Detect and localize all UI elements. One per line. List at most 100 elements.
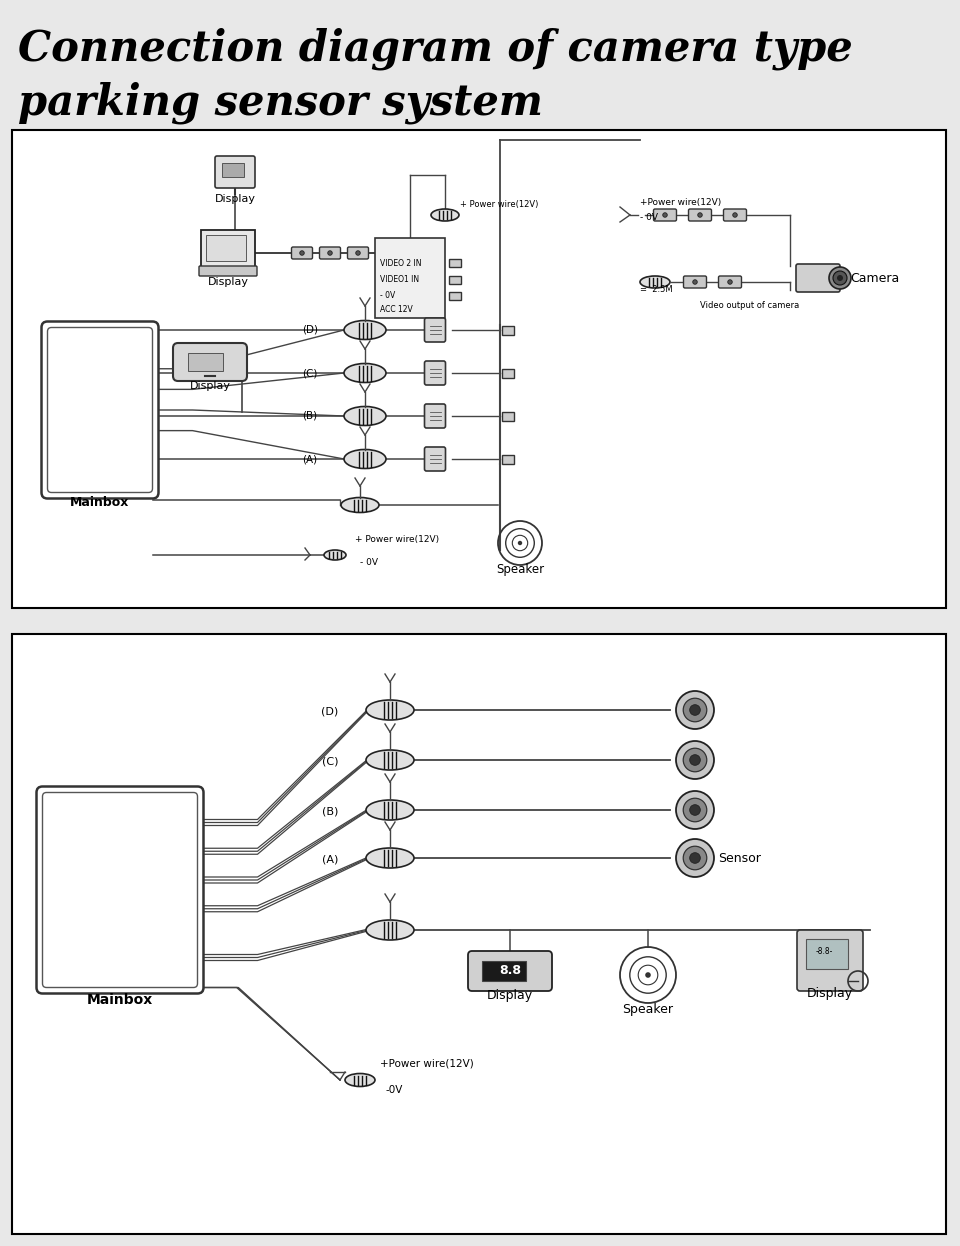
Text: Display: Display — [214, 194, 255, 204]
Circle shape — [517, 541, 522, 546]
Bar — [222, 163, 244, 177]
FancyBboxPatch shape — [797, 930, 863, 991]
Bar — [502, 369, 514, 378]
FancyBboxPatch shape — [41, 321, 158, 498]
Circle shape — [728, 280, 732, 284]
Text: - 0V: - 0V — [380, 292, 396, 300]
Text: - 0V: - 0V — [360, 558, 378, 567]
FancyBboxPatch shape — [47, 328, 153, 492]
Ellipse shape — [640, 277, 670, 288]
Text: (D): (D) — [302, 325, 318, 335]
Text: -0V: -0V — [385, 1085, 402, 1095]
Text: - 0V: - 0V — [640, 213, 658, 222]
Ellipse shape — [324, 549, 346, 559]
Text: (D): (D) — [322, 706, 339, 716]
Bar — [449, 292, 461, 300]
Text: parking sensor system: parking sensor system — [18, 82, 542, 125]
Circle shape — [732, 213, 737, 217]
Bar — [482, 961, 526, 981]
Circle shape — [689, 755, 701, 765]
Bar — [188, 353, 223, 371]
Text: (C): (C) — [322, 756, 338, 766]
Circle shape — [676, 791, 714, 829]
Circle shape — [684, 799, 707, 822]
Circle shape — [684, 698, 707, 721]
FancyBboxPatch shape — [796, 264, 840, 292]
FancyBboxPatch shape — [424, 318, 445, 341]
Bar — [806, 939, 848, 969]
Circle shape — [676, 839, 714, 877]
Text: (B): (B) — [302, 411, 318, 421]
FancyBboxPatch shape — [292, 247, 313, 259]
Text: + Power wire(12V): + Power wire(12V) — [460, 201, 539, 209]
Text: Speaker: Speaker — [622, 1003, 674, 1015]
Bar — [449, 277, 461, 284]
FancyBboxPatch shape — [684, 277, 707, 288]
Text: Camera: Camera — [850, 272, 900, 284]
Text: Mainbox: Mainbox — [70, 496, 130, 510]
FancyBboxPatch shape — [424, 404, 445, 427]
Text: Display: Display — [207, 277, 249, 287]
Ellipse shape — [366, 750, 414, 770]
Text: Mainbox: Mainbox — [86, 993, 154, 1007]
Circle shape — [676, 692, 714, 729]
Text: + Power wire(12V): + Power wire(12V) — [355, 535, 439, 545]
Bar — [206, 235, 246, 260]
FancyBboxPatch shape — [654, 209, 677, 221]
Bar — [502, 455, 514, 464]
FancyBboxPatch shape — [42, 792, 198, 988]
Ellipse shape — [431, 209, 459, 221]
Text: (A): (A) — [322, 854, 338, 863]
Circle shape — [689, 705, 701, 715]
Text: 8.8: 8.8 — [499, 964, 521, 978]
Bar — [375, 238, 445, 318]
Text: Connection diagram of camera type: Connection diagram of camera type — [18, 27, 852, 71]
Text: (C): (C) — [302, 368, 318, 378]
FancyBboxPatch shape — [215, 156, 255, 188]
Circle shape — [689, 805, 701, 815]
Circle shape — [645, 972, 651, 978]
FancyBboxPatch shape — [724, 209, 747, 221]
Ellipse shape — [366, 920, 414, 939]
Circle shape — [689, 852, 701, 863]
FancyBboxPatch shape — [36, 786, 204, 993]
Ellipse shape — [366, 800, 414, 820]
Text: Display: Display — [189, 381, 230, 391]
FancyBboxPatch shape — [199, 265, 257, 277]
FancyBboxPatch shape — [348, 247, 369, 259]
Text: Video output of camera: Video output of camera — [700, 302, 800, 310]
Ellipse shape — [366, 849, 414, 868]
FancyBboxPatch shape — [173, 343, 247, 381]
FancyBboxPatch shape — [320, 247, 341, 259]
Ellipse shape — [345, 1074, 375, 1087]
Ellipse shape — [344, 406, 386, 425]
Circle shape — [829, 267, 851, 289]
Ellipse shape — [366, 700, 414, 720]
Text: (A): (A) — [302, 454, 318, 464]
FancyBboxPatch shape — [201, 231, 255, 268]
Ellipse shape — [344, 320, 386, 339]
Text: =  2.5M: = 2.5M — [640, 285, 673, 294]
Text: ACC 12V: ACC 12V — [380, 305, 413, 314]
Circle shape — [837, 275, 843, 282]
Circle shape — [684, 846, 707, 870]
FancyBboxPatch shape — [12, 130, 946, 608]
Circle shape — [676, 741, 714, 779]
Circle shape — [698, 213, 703, 217]
Text: Speaker: Speaker — [496, 563, 544, 576]
Circle shape — [684, 748, 707, 771]
Bar — [502, 325, 514, 334]
FancyBboxPatch shape — [424, 447, 445, 471]
Text: -8.8-: -8.8- — [815, 947, 832, 956]
Ellipse shape — [344, 364, 386, 383]
Ellipse shape — [344, 450, 386, 468]
Text: VIDEO1 IN: VIDEO1 IN — [380, 275, 420, 284]
Text: Display: Display — [807, 987, 853, 1001]
FancyBboxPatch shape — [468, 951, 552, 991]
Circle shape — [356, 250, 360, 255]
Bar — [502, 411, 514, 420]
Text: VIDEO 2 IN: VIDEO 2 IN — [380, 258, 421, 268]
Text: (B): (B) — [322, 806, 338, 816]
Text: Sensor: Sensor — [718, 851, 761, 865]
Bar — [449, 259, 461, 267]
